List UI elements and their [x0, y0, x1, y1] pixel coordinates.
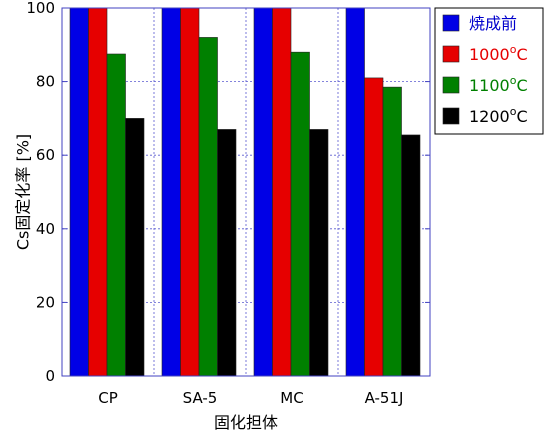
legend: 焼成前 1000oC 1100oC 1200oC	[434, 7, 544, 135]
legend-swatch	[442, 76, 460, 94]
bar	[309, 129, 329, 377]
plot-frame	[61, 7, 431, 377]
legend-swatch	[442, 107, 460, 125]
y-tick-label: 0	[45, 367, 55, 385]
bar	[88, 7, 108, 377]
bar	[272, 7, 292, 377]
x-tick-label: A-51J	[365, 389, 404, 407]
legend-swatch	[442, 45, 460, 63]
bar	[345, 7, 365, 377]
bar	[217, 129, 237, 377]
x-tick-label: CP	[98, 389, 118, 407]
y-tick-label: 100	[26, 0, 55, 17]
x-axis-ticks: CP SA-5 MC A-51J	[98, 389, 403, 407]
y-tick-label: 20	[36, 293, 55, 311]
bar	[253, 7, 273, 377]
legend-label: 1100oC	[469, 74, 528, 95]
bar	[161, 7, 181, 377]
bar	[382, 86, 402, 377]
bar	[106, 53, 126, 377]
y-tick-label: 60	[36, 146, 55, 164]
y-tick-label: 80	[36, 73, 55, 91]
x-axis-title: 固化担体	[214, 413, 278, 431]
x-tick-label: SA-5	[183, 389, 218, 407]
y-axis-ticks: 0 20 40 60 80 100	[26, 0, 430, 385]
legend-label: 1000oC	[469, 43, 528, 64]
bar	[290, 51, 310, 377]
y-axis-title: Cs固定化率 [%]	[14, 134, 33, 250]
legend-swatch	[442, 14, 460, 32]
bar	[198, 37, 218, 377]
y-tick-label: 40	[36, 220, 55, 238]
bar	[401, 134, 421, 377]
legend-label: 1200oC	[469, 105, 528, 126]
bar	[125, 118, 145, 377]
bars	[69, 7, 421, 377]
legend-label: 焼成前	[469, 14, 517, 33]
x-tick-label: MC	[280, 389, 303, 407]
bar	[69, 7, 89, 377]
bar	[180, 7, 200, 377]
bar	[364, 77, 384, 377]
